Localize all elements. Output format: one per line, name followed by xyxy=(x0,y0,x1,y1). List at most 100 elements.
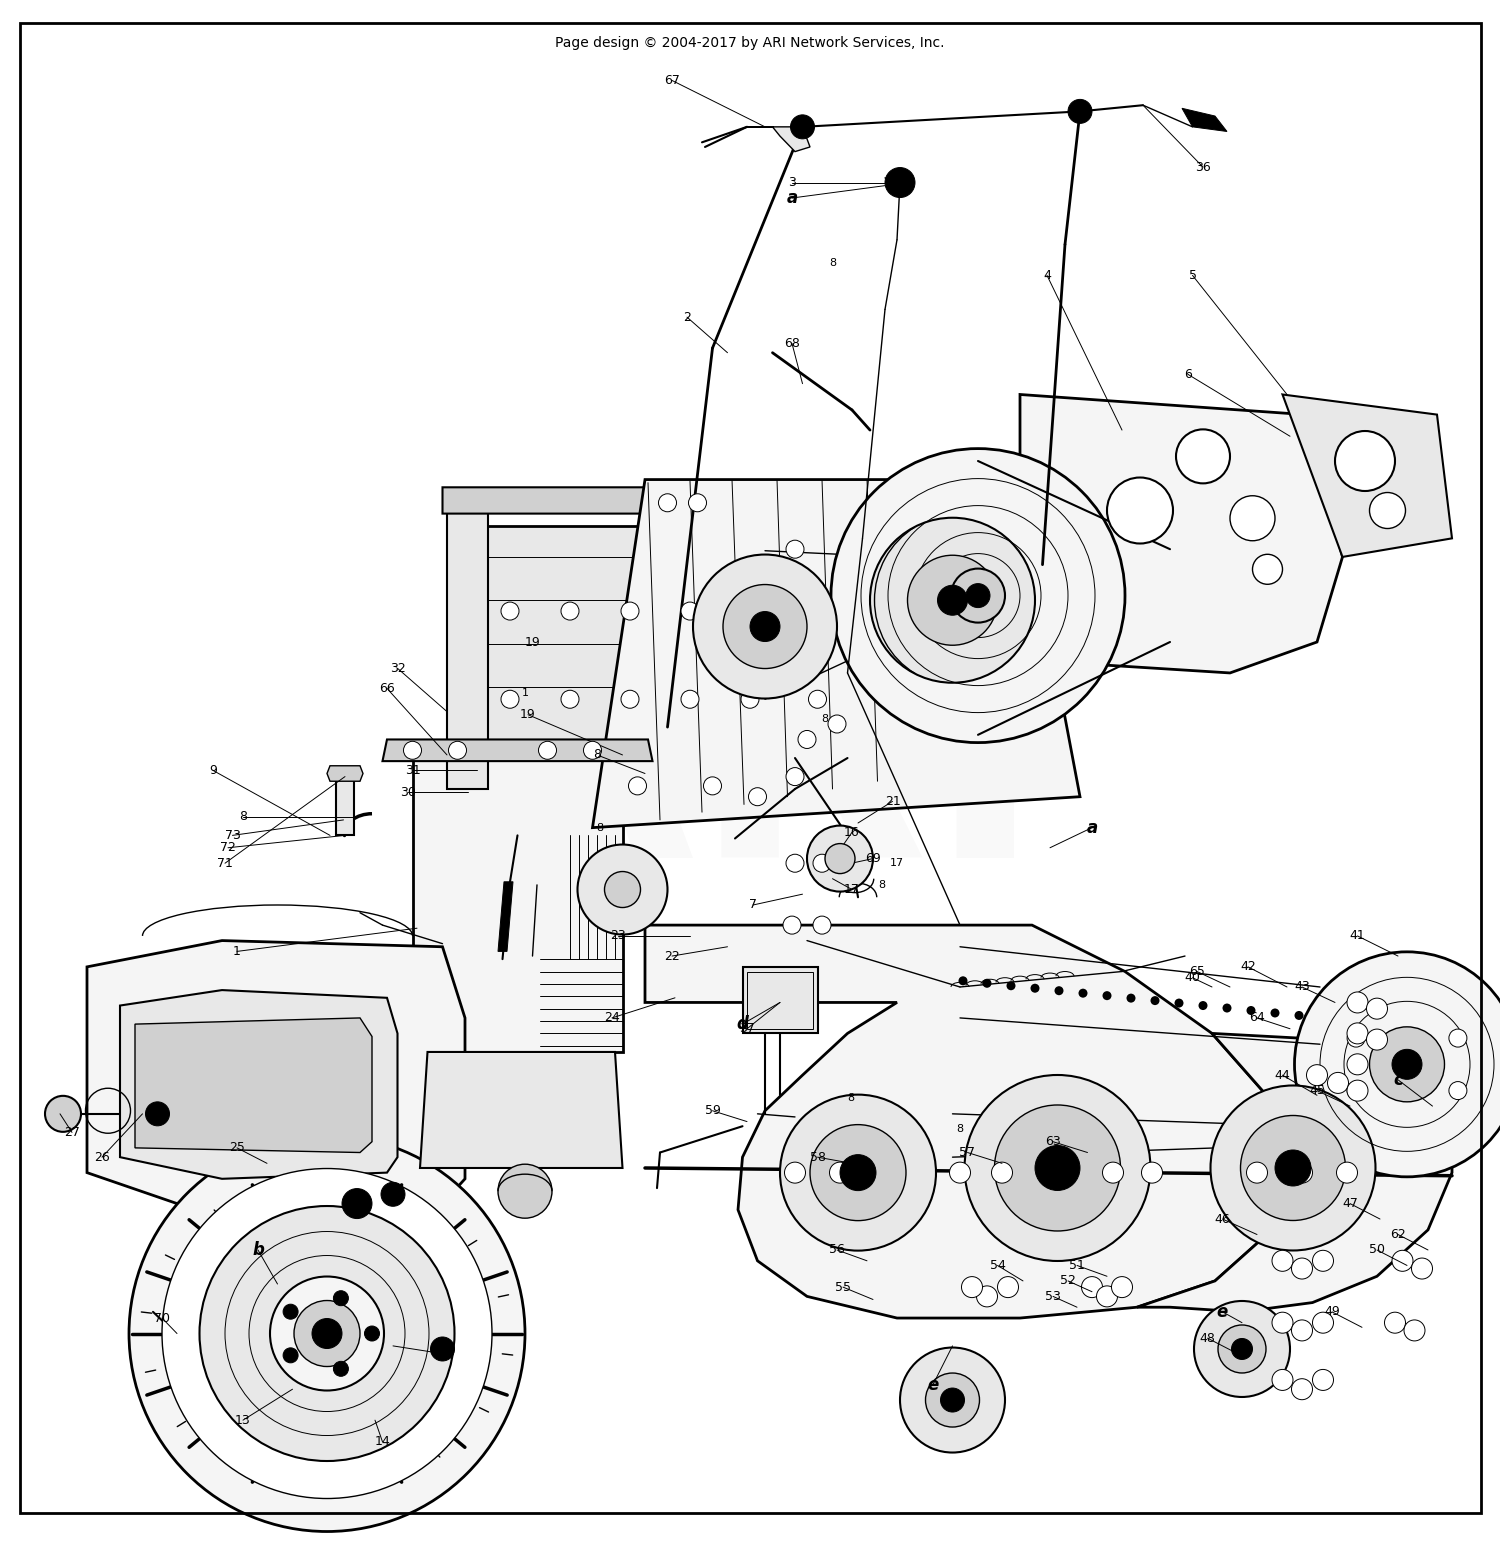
Text: b: b xyxy=(252,1241,264,1259)
Circle shape xyxy=(1366,998,1388,1019)
Circle shape xyxy=(783,916,801,934)
Circle shape xyxy=(940,1388,964,1412)
Text: 47: 47 xyxy=(1342,1197,1358,1210)
Text: 48: 48 xyxy=(1200,1332,1215,1344)
Text: 17: 17 xyxy=(844,883,859,896)
Text: e: e xyxy=(927,1375,939,1394)
Circle shape xyxy=(1102,1162,1124,1183)
Text: 7: 7 xyxy=(748,899,758,911)
Circle shape xyxy=(294,1301,360,1366)
Circle shape xyxy=(284,1304,298,1320)
Text: 37: 37 xyxy=(740,1023,754,1035)
Circle shape xyxy=(808,690,826,709)
Text: 46: 46 xyxy=(1215,1213,1230,1225)
Circle shape xyxy=(1292,1258,1312,1279)
Text: 16: 16 xyxy=(844,826,859,838)
Text: 17: 17 xyxy=(890,859,904,868)
Circle shape xyxy=(780,1095,936,1250)
Text: d: d xyxy=(736,1015,748,1033)
Circle shape xyxy=(1246,1006,1256,1015)
Circle shape xyxy=(1232,1338,1252,1360)
Circle shape xyxy=(162,1168,492,1499)
Text: 32: 32 xyxy=(390,662,405,674)
Circle shape xyxy=(962,1276,982,1298)
Circle shape xyxy=(1449,1029,1467,1047)
Circle shape xyxy=(621,602,639,620)
Circle shape xyxy=(146,1101,170,1126)
Circle shape xyxy=(1230,495,1275,541)
Circle shape xyxy=(1126,993,1136,1002)
Text: 25: 25 xyxy=(230,1142,244,1154)
Circle shape xyxy=(1222,1004,1232,1013)
Circle shape xyxy=(1384,1312,1406,1334)
Circle shape xyxy=(1272,1250,1293,1272)
Circle shape xyxy=(1142,1162,1162,1183)
Circle shape xyxy=(1347,992,1368,1013)
Circle shape xyxy=(561,690,579,709)
Circle shape xyxy=(693,554,837,699)
Text: 73: 73 xyxy=(225,829,240,842)
Circle shape xyxy=(807,826,873,891)
Text: 57: 57 xyxy=(960,1146,975,1159)
Circle shape xyxy=(741,690,759,709)
Polygon shape xyxy=(327,766,363,781)
Circle shape xyxy=(828,715,846,733)
Text: 8: 8 xyxy=(879,880,885,890)
Text: c: c xyxy=(1394,1071,1402,1089)
Text: 50: 50 xyxy=(1370,1244,1384,1256)
Circle shape xyxy=(1078,989,1088,998)
Circle shape xyxy=(404,741,422,760)
Circle shape xyxy=(966,583,990,608)
Circle shape xyxy=(994,1105,1120,1231)
Text: 42: 42 xyxy=(1240,961,1256,973)
Polygon shape xyxy=(458,526,930,770)
Circle shape xyxy=(1404,1320,1425,1341)
Polygon shape xyxy=(447,511,488,789)
Circle shape xyxy=(658,493,676,512)
Text: Page design © 2004-2017 by ARI Network Services, Inc.: Page design © 2004-2017 by ARI Network S… xyxy=(555,36,945,51)
Circle shape xyxy=(1292,1378,1312,1400)
Circle shape xyxy=(578,845,668,934)
Circle shape xyxy=(129,1135,525,1532)
Text: 64: 64 xyxy=(1250,1012,1264,1024)
Circle shape xyxy=(333,1290,348,1306)
Polygon shape xyxy=(1282,394,1452,557)
Text: 69: 69 xyxy=(865,852,880,865)
Circle shape xyxy=(998,1276,1018,1298)
Polygon shape xyxy=(747,127,810,152)
Circle shape xyxy=(501,690,519,709)
Circle shape xyxy=(1312,1250,1334,1272)
Polygon shape xyxy=(120,990,398,1179)
Circle shape xyxy=(430,1337,454,1361)
Circle shape xyxy=(1240,1115,1346,1221)
Circle shape xyxy=(1102,992,1112,1001)
Text: 8: 8 xyxy=(822,715,828,724)
Circle shape xyxy=(748,787,766,806)
Circle shape xyxy=(1246,1162,1268,1183)
Circle shape xyxy=(750,611,780,642)
Circle shape xyxy=(1054,985,1064,995)
Circle shape xyxy=(448,741,466,760)
Circle shape xyxy=(1218,1324,1266,1374)
Circle shape xyxy=(1347,1081,1365,1100)
Circle shape xyxy=(498,1165,552,1217)
Text: 68: 68 xyxy=(784,337,800,350)
Circle shape xyxy=(786,540,804,558)
Text: 19: 19 xyxy=(525,636,540,648)
Text: 8: 8 xyxy=(847,1094,853,1103)
Circle shape xyxy=(538,741,556,760)
Circle shape xyxy=(1294,951,1500,1177)
Circle shape xyxy=(621,690,639,709)
Text: 14: 14 xyxy=(375,1436,390,1448)
Circle shape xyxy=(1306,1064,1328,1086)
Text: 31: 31 xyxy=(405,764,420,777)
Circle shape xyxy=(976,1286,998,1307)
Bar xyxy=(747,972,813,1029)
Polygon shape xyxy=(87,941,465,1219)
Text: 51: 51 xyxy=(1070,1259,1084,1272)
Circle shape xyxy=(831,449,1125,743)
Text: 10: 10 xyxy=(435,1347,450,1360)
Circle shape xyxy=(1294,1010,1304,1019)
Circle shape xyxy=(561,602,579,620)
Circle shape xyxy=(1150,996,1160,1006)
